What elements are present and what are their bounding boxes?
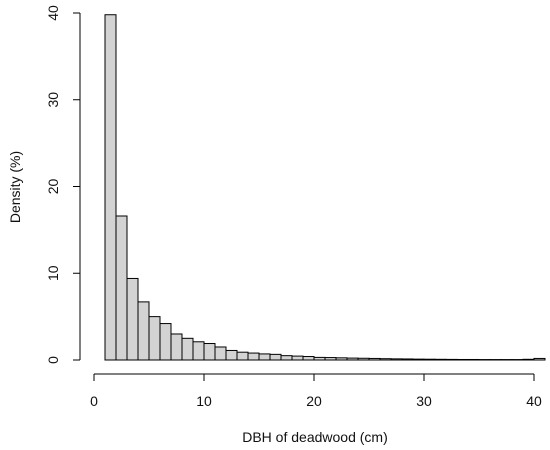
histogram-bar-33: [467, 358, 480, 361]
histogram-bar-19: [313, 356, 326, 361]
histogram-bar-11: [225, 349, 238, 361]
histogram-bar-7: [181, 337, 194, 361]
histogram-bar-23: [357, 357, 370, 361]
histogram-bar-27: [401, 358, 414, 361]
bars-layer: [104, 14, 546, 361]
histogram-bar-29: [423, 358, 436, 361]
histogram-bar-9: [203, 343, 216, 361]
y-tick-label-0: 0: [45, 356, 61, 364]
histogram-bar-8: [192, 341, 205, 361]
histogram-bar-0: [104, 14, 117, 361]
histogram-bar-16: [280, 355, 293, 361]
x-tick-label-4: 40: [526, 393, 542, 409]
histogram-bar-13: [247, 352, 260, 361]
histogram-bar-28: [412, 358, 425, 361]
histogram-bar-10: [214, 346, 227, 361]
histogram-bar-39: [533, 357, 546, 361]
histogram-bar-14: [258, 353, 271, 361]
histogram-bar-12: [236, 351, 249, 361]
histogram-bar-22: [346, 357, 359, 361]
x-tick-label-1: 10: [196, 393, 212, 409]
histogram-bar-26: [390, 358, 403, 361]
histogram-bar-1: [115, 215, 128, 361]
y-tick-label-4: 40: [45, 5, 61, 21]
x-tick-label-2: 20: [306, 393, 322, 409]
histogram-bar-38: [522, 358, 535, 361]
histogram-bar-21: [335, 357, 348, 361]
histogram-bar-25: [379, 358, 392, 361]
histogram-bar-24: [368, 357, 381, 361]
histogram-bar-20: [324, 357, 337, 361]
histogram-bar-32: [456, 358, 469, 361]
x-tick-label-0: 0: [90, 393, 98, 409]
y-axis-label: Density (%): [7, 151, 23, 223]
histogram-bar-3: [137, 301, 150, 361]
x-axis-label: DBH of deadwood (cm): [242, 429, 388, 445]
histogram-bar-31: [445, 358, 458, 361]
histogram-bar-5: [159, 323, 172, 361]
histogram-bar-18: [302, 356, 315, 361]
x-axis: 0 10 20 30 40: [90, 373, 542, 409]
histogram-bar-15: [269, 353, 282, 361]
histogram-bar-4: [148, 316, 161, 361]
histogram-bar-2: [126, 277, 139, 361]
y-tick-label-3: 30: [45, 92, 61, 108]
histogram-bar-30: [434, 358, 447, 361]
y-tick-label-1: 10: [45, 265, 61, 281]
x-tick-label-3: 30: [416, 393, 432, 409]
histogram-bar-17: [291, 355, 304, 361]
y-tick-label-2: 20: [45, 179, 61, 195]
y-axis: 0 10 20 30 40: [45, 5, 81, 364]
histogram-bar-6: [170, 333, 183, 361]
